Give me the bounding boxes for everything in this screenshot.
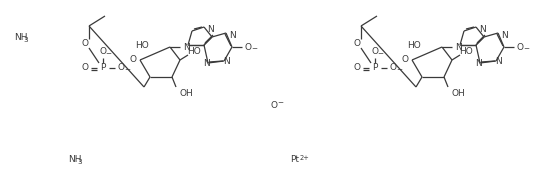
Text: N: N <box>223 56 230 66</box>
Text: HO: HO <box>407 42 421 50</box>
Text: −: − <box>377 51 383 57</box>
Text: N: N <box>183 42 189 51</box>
Text: −: − <box>105 51 111 57</box>
Text: O: O <box>271 100 278 109</box>
Text: N: N <box>479 24 486 34</box>
Text: 2+: 2+ <box>300 155 310 161</box>
Text: O: O <box>402 55 409 64</box>
Text: O: O <box>118 63 125 73</box>
Text: OH: OH <box>180 88 194 98</box>
Text: O: O <box>354 63 361 73</box>
Text: N: N <box>203 59 209 68</box>
Text: O: O <box>245 42 252 51</box>
Text: −: − <box>523 46 529 52</box>
Text: −: − <box>396 67 402 73</box>
Text: N: N <box>475 59 481 68</box>
Text: −: − <box>124 67 130 73</box>
Text: OH: OH <box>452 88 466 98</box>
Text: NH: NH <box>68 156 81 165</box>
Text: O: O <box>129 55 136 64</box>
Text: HO: HO <box>135 42 149 50</box>
Text: N: N <box>501 30 507 40</box>
Text: O: O <box>100 48 107 56</box>
Text: O: O <box>81 38 88 48</box>
Text: P: P <box>100 63 106 73</box>
Text: 3: 3 <box>77 159 81 165</box>
Text: O: O <box>354 38 361 48</box>
Text: HO: HO <box>187 48 201 56</box>
Text: NH: NH <box>14 34 27 42</box>
Text: N: N <box>495 56 501 66</box>
Text: P: P <box>372 63 378 73</box>
Text: O: O <box>390 63 397 73</box>
Text: O: O <box>516 42 523 51</box>
Text: −: − <box>251 46 257 52</box>
Text: N: N <box>229 30 236 40</box>
Text: O: O <box>81 63 88 73</box>
Text: Pt: Pt <box>290 156 299 165</box>
Text: −: − <box>277 100 283 106</box>
Text: N: N <box>454 42 461 51</box>
Text: 3: 3 <box>23 37 27 43</box>
Text: O: O <box>371 48 378 56</box>
Text: N: N <box>206 24 213 34</box>
Text: HO: HO <box>459 48 473 56</box>
